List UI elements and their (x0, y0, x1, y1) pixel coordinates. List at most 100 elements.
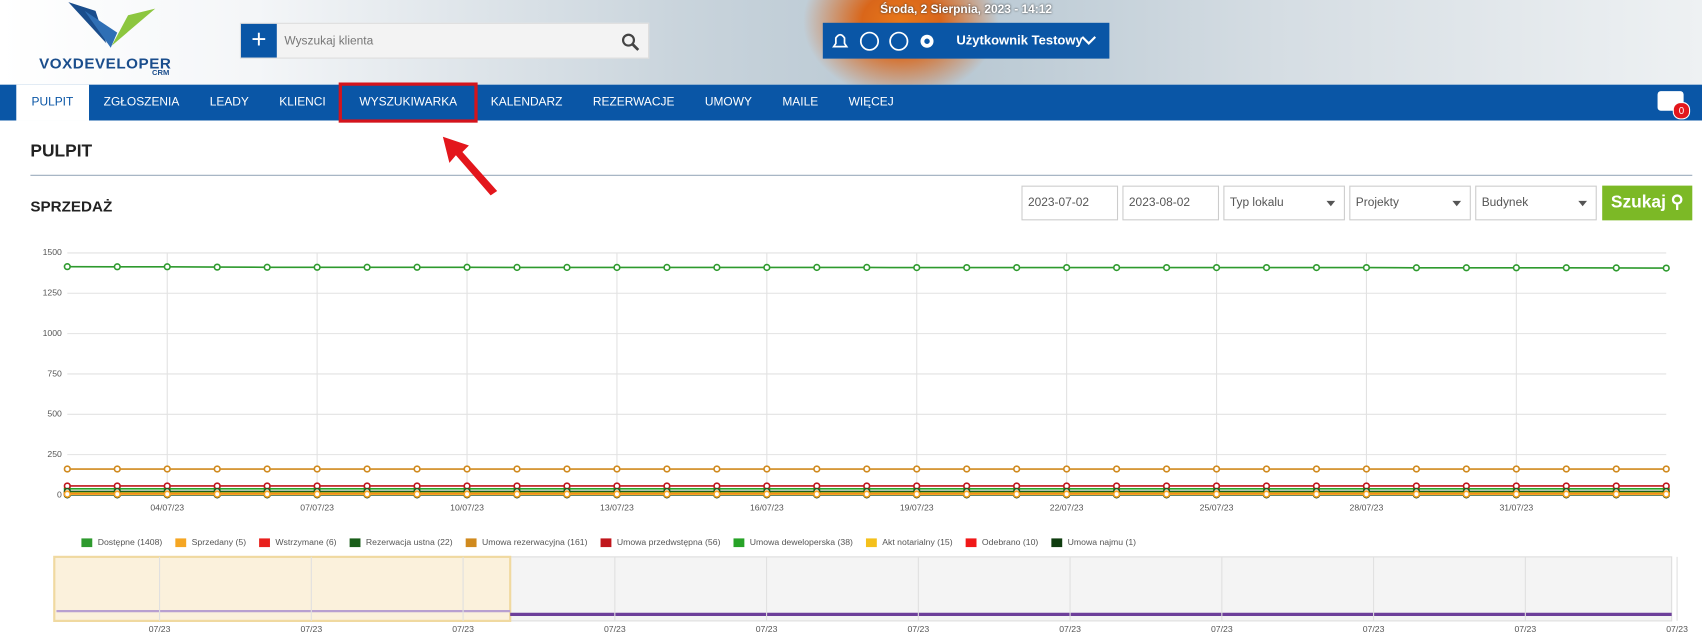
point (313, 263, 321, 271)
x-tick-label: 13/07/23 (600, 502, 634, 512)
nav-item[interactable]: ZGŁOSZENIA (103, 95, 180, 109)
navigator-label: 07/23 (1514, 624, 1536, 634)
filter-select[interactable]: Typ lokalu (1223, 185, 1345, 221)
point (713, 263, 721, 272)
search-icon[interactable] (621, 33, 641, 53)
legend-label: Odebrano (10) (982, 537, 1039, 547)
section-title: SPRZEDAŻ (30, 197, 113, 215)
point (613, 490, 621, 498)
point (163, 490, 171, 498)
nav-item[interactable]: MAILE (782, 95, 819, 109)
legend-swatch (81, 538, 93, 548)
page-title: PULPIT (30, 142, 93, 161)
date-from[interactable]: 2023-07-02 (1021, 185, 1119, 221)
search-button[interactable]: Szukaj ⚲ (1602, 185, 1693, 221)
filter-select[interactable]: Budynek (1475, 185, 1597, 221)
point (213, 465, 221, 473)
nav-item[interactable]: WIĘCEJ (848, 95, 894, 109)
legend-swatch (865, 538, 877, 548)
select-label: Typ lokalu (1229, 196, 1284, 210)
nav-item[interactable]: KALENDARZ (490, 95, 563, 109)
select-label: Projekty (1355, 196, 1399, 210)
nav-item[interactable]: UMOWY (704, 95, 752, 109)
x-tick-label: 28/07/23 (1350, 502, 1384, 512)
point (113, 490, 121, 498)
y-tick-label: 500 (47, 409, 62, 419)
point (313, 465, 321, 473)
y-tick-label: 1500 (43, 247, 62, 257)
select-label: Budynek (1481, 196, 1529, 210)
point (1362, 263, 1371, 272)
legend-swatch (465, 538, 477, 548)
point (1312, 490, 1321, 498)
x-tick-label: 16/07/23 (750, 502, 784, 512)
point (1462, 465, 1471, 473)
logo-sub: CRM (151, 69, 170, 78)
nav-item[interactable]: PULPIT (16, 84, 89, 121)
point (963, 465, 971, 473)
navigator-label: 07/23 (300, 624, 322, 634)
y-tick-label: 1000 (43, 328, 62, 338)
point (63, 465, 71, 473)
point (1312, 263, 1321, 272)
add-button[interactable]: + (240, 23, 277, 58)
navigator-label: 07/23 (756, 624, 778, 634)
point (613, 465, 621, 473)
point (663, 490, 671, 498)
filter-select[interactable]: Projekty (1349, 185, 1471, 221)
nav-item[interactable]: WYSZUKIWARKA (338, 82, 478, 123)
search-placeholder: Wyszukaj klienta (284, 34, 374, 48)
point (1662, 264, 1670, 272)
point (763, 263, 771, 272)
point (863, 263, 871, 272)
date-to[interactable]: 2023-08-02 (1122, 185, 1220, 221)
point (263, 263, 271, 271)
nav-item[interactable]: LEADY (209, 95, 249, 109)
point (113, 465, 121, 473)
point (413, 263, 421, 271)
point (513, 465, 521, 473)
legend-label: Wstrzymane (6) (275, 537, 336, 547)
point (1562, 490, 1570, 498)
legend-swatch (733, 538, 745, 548)
nav-item[interactable]: REZERWACJE (592, 95, 675, 109)
search-box[interactable]: + Wyszukaj klienta (239, 22, 650, 59)
point (213, 263, 221, 271)
point (963, 490, 971, 498)
divider (30, 174, 1693, 176)
point (863, 465, 871, 473)
point (1112, 490, 1121, 498)
point (1512, 490, 1520, 498)
user-name[interactable]: Użytkownik Testowy (956, 32, 1083, 48)
point (413, 490, 421, 498)
legend-label: Umowa przedwstępna (56) (617, 537, 721, 547)
point (463, 490, 471, 498)
point (913, 263, 921, 272)
point (463, 263, 471, 271)
point (613, 263, 621, 272)
point (163, 465, 171, 473)
point (163, 263, 171, 271)
toolbar: Użytkownik Testowy (822, 22, 1110, 59)
point (1262, 263, 1271, 272)
navigator-label: 07/23 (907, 624, 929, 634)
x-tick-label: 04/07/23 (150, 502, 184, 512)
toolbar-icons[interactable] (829, 29, 948, 53)
point (63, 490, 71, 498)
point (1112, 465, 1121, 473)
select-arrow (1326, 200, 1336, 211)
nav-item[interactable]: KLIENCI (279, 95, 326, 109)
point (1612, 490, 1620, 498)
logo-icon (68, 2, 156, 48)
legend-label: Umowa deweloperska (38) (750, 537, 853, 547)
chevron[interactable] (1081, 35, 1097, 46)
point (563, 465, 571, 473)
navigator-label: 07/23 (1059, 624, 1081, 634)
point (263, 490, 271, 498)
legend-label: Rezerwacja ustna (22) (366, 537, 453, 547)
legend-label: Dostępne (1408) (98, 537, 163, 547)
legend-swatch (600, 538, 612, 548)
legend-swatch (965, 538, 977, 548)
point (713, 490, 721, 498)
